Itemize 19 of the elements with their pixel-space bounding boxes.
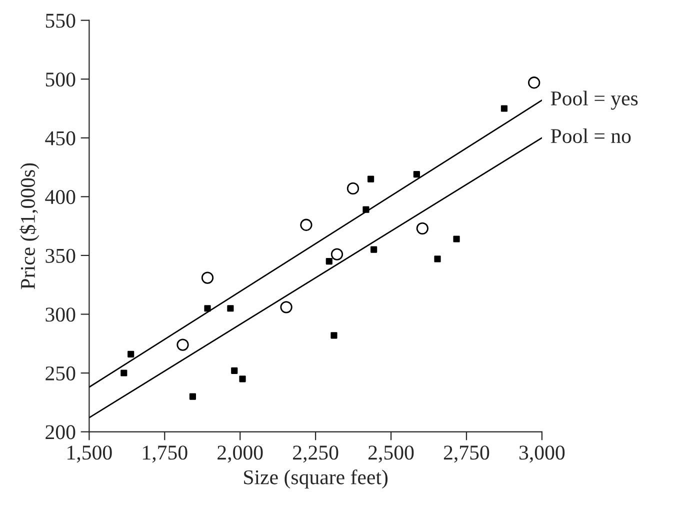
y-tick-label: 350 xyxy=(46,248,76,263)
x-tick-label: 1,500 xyxy=(68,446,112,463)
x-tick-label: 2,750 xyxy=(444,446,490,463)
y-tick-label: 400 xyxy=(45,190,76,204)
y-axis-title: Price ($1,000s) xyxy=(20,163,40,290)
y-tick-label: 550 xyxy=(46,14,76,28)
x-tick-label: 2,000 xyxy=(218,446,263,463)
y-tick-label: 200 xyxy=(46,425,76,440)
x-tick-label: 2,250 xyxy=(293,446,338,463)
series-label: Pool = yes xyxy=(550,90,638,110)
x-axis-title: Size (square feet) xyxy=(244,469,388,489)
y-tick-label: 500 xyxy=(46,72,76,87)
y-tick-label: 300 xyxy=(46,308,76,322)
x-tick-label: 2,500 xyxy=(368,446,414,463)
y-tick-label: 250 xyxy=(46,366,76,380)
series-label: Pool = no xyxy=(550,128,631,144)
y-tick-label: 450 xyxy=(45,131,76,146)
x-tick-label: 1,750 xyxy=(143,446,188,463)
x-tick-label: 3,000 xyxy=(520,446,565,463)
